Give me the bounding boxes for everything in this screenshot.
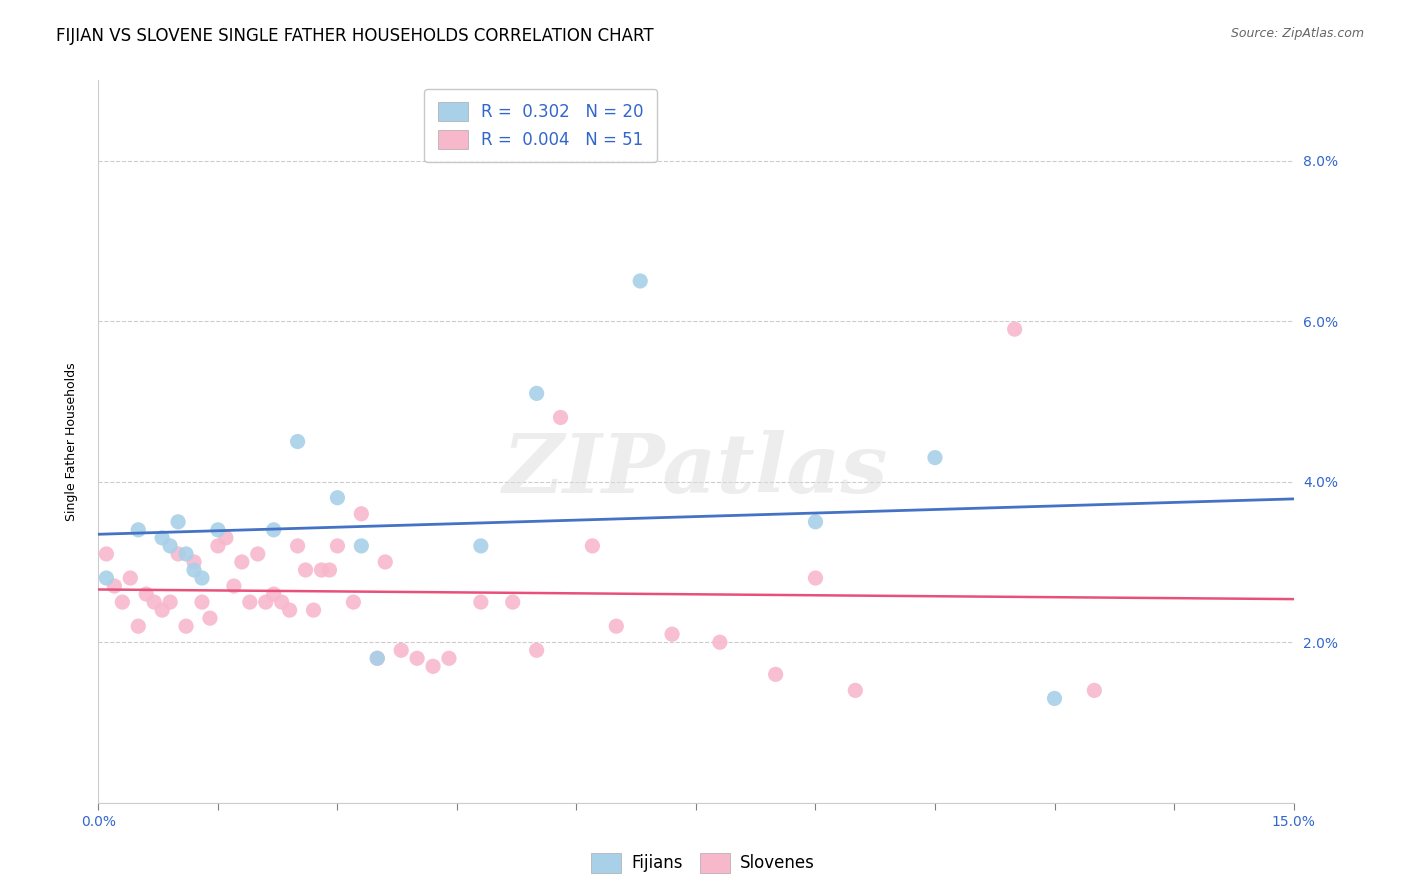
Point [406, 651, 429, 665]
Point [437, 651, 460, 665]
Point [804, 571, 827, 585]
Point [183, 555, 205, 569]
Y-axis label: Single Father Households: Single Father Households [65, 362, 77, 521]
Point [191, 595, 214, 609]
Point [246, 547, 269, 561]
Point [150, 531, 173, 545]
Text: FIJIAN VS SLOVENE SINGLE FATHER HOUSEHOLDS CORRELATION CHART: FIJIAN VS SLOVENE SINGLE FATHER HOUSEHOL… [56, 27, 654, 45]
Point [326, 539, 349, 553]
Point [143, 595, 166, 609]
Point [470, 539, 492, 553]
Point [422, 659, 444, 673]
Point [287, 539, 309, 553]
Point [366, 651, 388, 665]
Point [502, 595, 524, 609]
Point [111, 595, 134, 609]
Point [470, 595, 492, 609]
Point [159, 539, 181, 553]
Point [350, 507, 373, 521]
Point [294, 563, 316, 577]
Point [96, 547, 118, 561]
Point [167, 515, 190, 529]
Point [526, 386, 548, 401]
Point [215, 531, 238, 545]
Point [844, 683, 866, 698]
Point [550, 410, 572, 425]
Point [150, 603, 173, 617]
Point [191, 571, 214, 585]
Point [263, 523, 285, 537]
Point [342, 595, 364, 609]
Point [207, 523, 229, 537]
Point [135, 587, 157, 601]
Point [278, 603, 301, 617]
Point [709, 635, 731, 649]
Point [389, 643, 412, 657]
Point [311, 563, 333, 577]
Point [765, 667, 787, 681]
Point [661, 627, 683, 641]
Point [924, 450, 946, 465]
Point [167, 547, 190, 561]
Legend: R =  0.302   N = 20, R =  0.004   N = 51: R = 0.302 N = 20, R = 0.004 N = 51 [425, 88, 657, 162]
Point [628, 274, 651, 288]
Point [127, 619, 149, 633]
Point [581, 539, 603, 553]
Point [318, 563, 340, 577]
Point [302, 603, 325, 617]
Point [198, 611, 221, 625]
Point [254, 595, 277, 609]
Point [605, 619, 627, 633]
Point [287, 434, 309, 449]
Point [526, 643, 548, 657]
Point [374, 555, 396, 569]
Point [231, 555, 253, 569]
Point [270, 595, 292, 609]
Point [96, 571, 118, 585]
Point [350, 539, 373, 553]
Point [1004, 322, 1026, 336]
Point [127, 523, 149, 537]
Point [366, 651, 388, 665]
Point [1083, 683, 1105, 698]
Point [326, 491, 349, 505]
Point [263, 587, 285, 601]
Point [222, 579, 245, 593]
Text: ZIPatlas: ZIPatlas [503, 431, 889, 510]
Point [174, 619, 197, 633]
Legend: Fijians, Slovenes: Fijians, Slovenes [585, 847, 821, 880]
Point [1043, 691, 1066, 706]
Point [207, 539, 229, 553]
Text: Source: ZipAtlas.com: Source: ZipAtlas.com [1230, 27, 1364, 40]
Point [183, 563, 205, 577]
Point [804, 515, 827, 529]
Point [174, 547, 197, 561]
Point [159, 595, 181, 609]
Point [103, 579, 125, 593]
Point [239, 595, 262, 609]
Point [120, 571, 142, 585]
